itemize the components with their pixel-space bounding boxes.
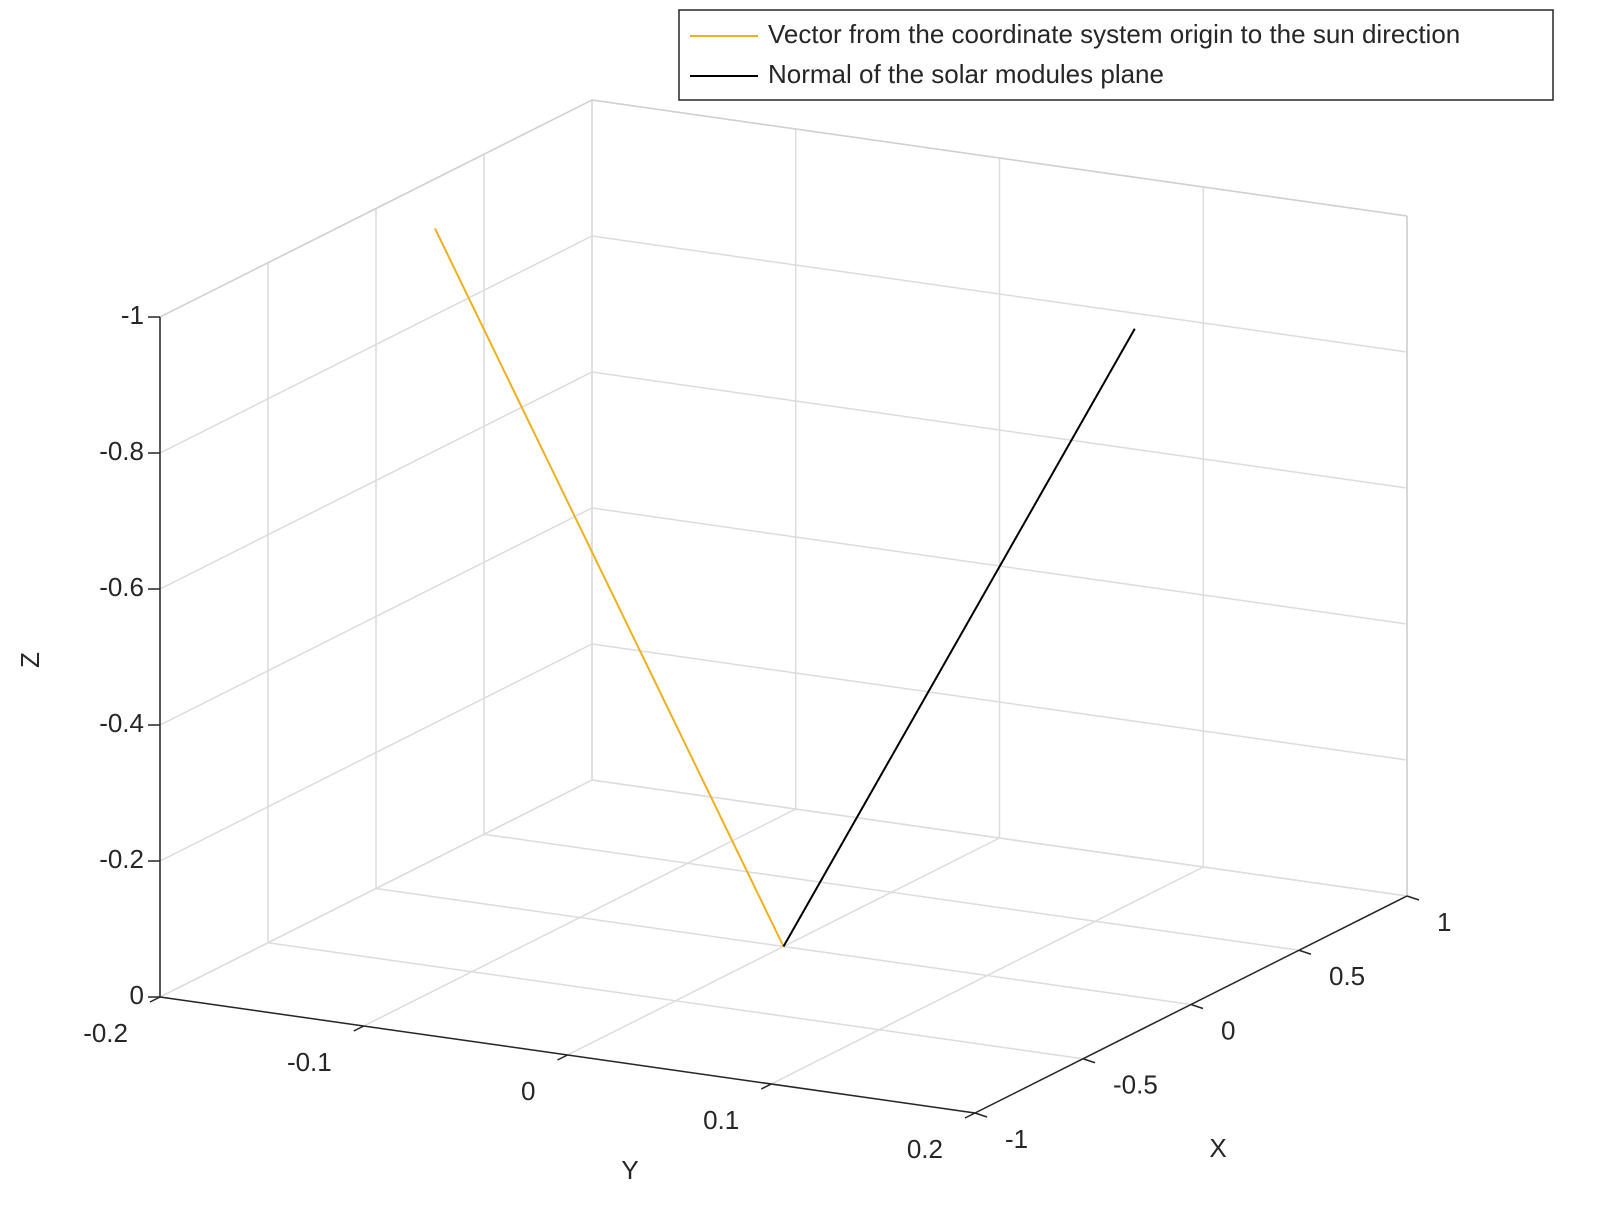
y-tick xyxy=(149,996,161,1003)
box-edge xyxy=(591,99,1408,217)
grid-line xyxy=(159,779,593,998)
x-tick-label: -1 xyxy=(1005,1124,1028,1154)
y-tick xyxy=(964,1112,976,1119)
grid-line xyxy=(770,866,1204,1085)
x-tick xyxy=(1082,1058,1096,1064)
x-tick-label: 1 xyxy=(1437,907,1451,937)
y-tick-label: 0.1 xyxy=(703,1105,739,1135)
legend: Vector from the coordinate system origin… xyxy=(678,9,1554,101)
y-tick-label: -0.1 xyxy=(287,1047,332,1077)
grid-line xyxy=(363,808,797,1027)
z-tick-label: -0.8 xyxy=(99,436,144,466)
x-tick-label: 0.5 xyxy=(1329,961,1365,991)
x-tick-label: 0 xyxy=(1221,1015,1235,1045)
y-axis-label: Y xyxy=(621,1155,638,1185)
grid-line xyxy=(159,643,593,862)
data-line xyxy=(434,228,785,947)
y-tick-label: 0.2 xyxy=(907,1134,943,1164)
grid-line xyxy=(159,235,593,454)
box-edge xyxy=(159,99,593,318)
z-tick-label: -0.6 xyxy=(99,572,144,602)
z-tick-label: -1 xyxy=(121,300,144,330)
data-line xyxy=(782,328,1136,947)
y-tick-label: -0.2 xyxy=(83,1018,128,1048)
z-axis-label: Z xyxy=(15,652,45,668)
x-tick xyxy=(1298,949,1312,955)
y-tick-label: 0 xyxy=(521,1076,535,1106)
x-axis-label: X xyxy=(1209,1133,1226,1163)
x-tick xyxy=(1406,895,1420,901)
grid-line xyxy=(159,371,593,590)
grid-line xyxy=(591,371,1408,489)
x-tick xyxy=(974,1112,988,1118)
z-tick-label: -0.4 xyxy=(99,708,144,738)
y-tick xyxy=(353,1025,365,1032)
z-tick-label: 0 xyxy=(130,980,144,1010)
grid-line xyxy=(591,779,1408,897)
grid-line xyxy=(591,235,1408,353)
x-tick-label: -0.5 xyxy=(1113,1070,1158,1100)
grid-line xyxy=(159,507,593,726)
legend-box xyxy=(678,9,1554,101)
z-tick-label: -0.2 xyxy=(99,844,144,874)
grid-line xyxy=(591,643,1408,761)
x-tick xyxy=(1190,1003,1204,1010)
y-tick xyxy=(760,1083,772,1090)
legend-label: Vector from the coordinate system origin… xyxy=(768,19,1460,49)
legend-label: Normal of the solar modules plane xyxy=(768,59,1164,89)
y-tick xyxy=(557,1054,568,1061)
